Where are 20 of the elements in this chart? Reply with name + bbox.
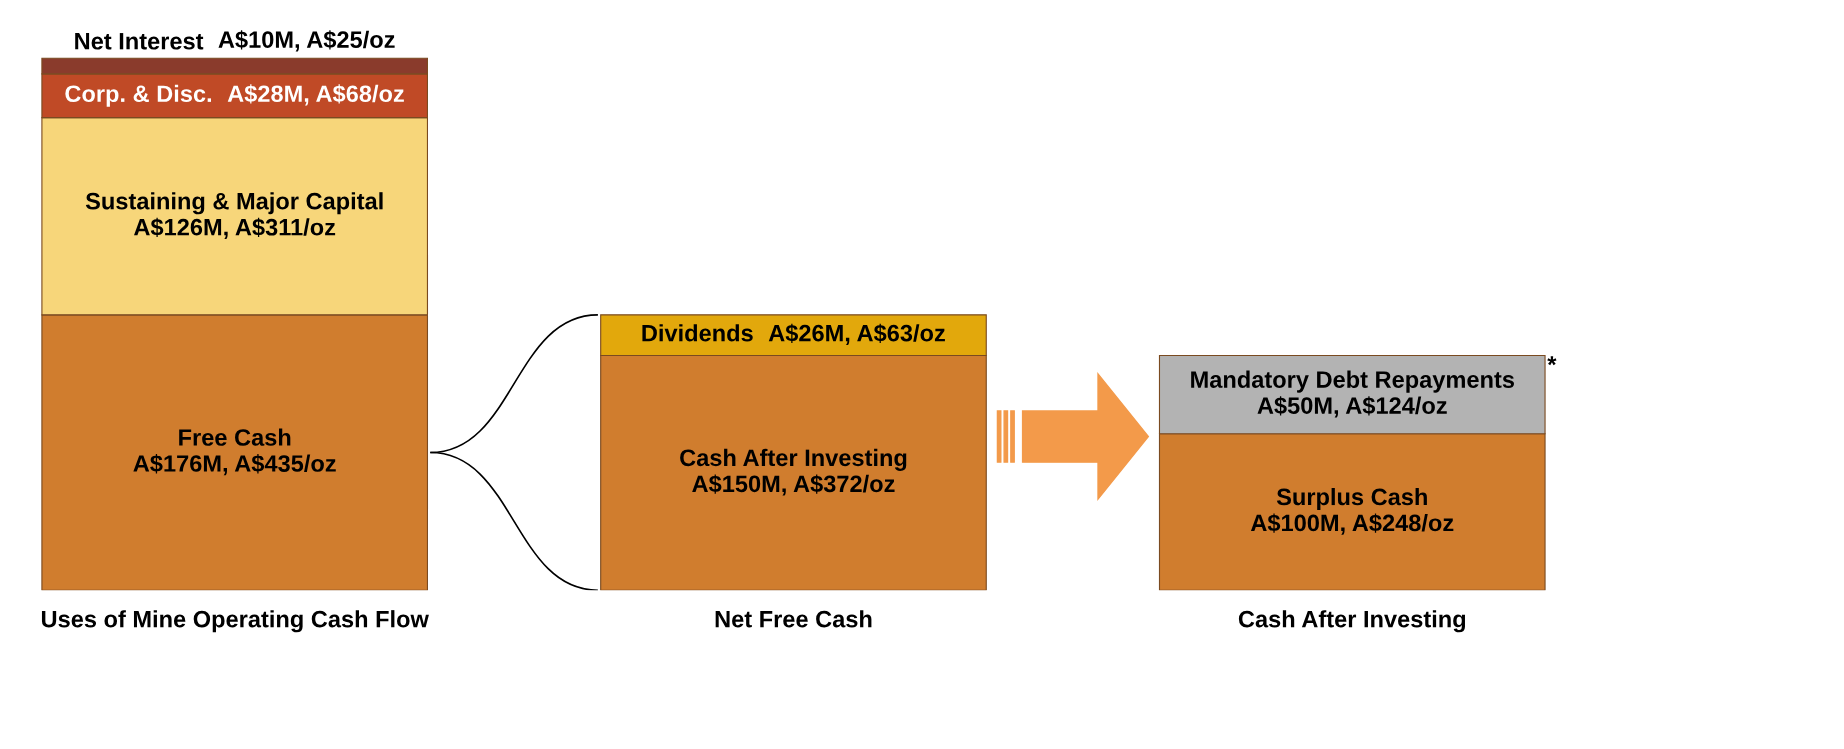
annotation: * — [1547, 356, 1557, 366]
x-tick-label: Uses of Mine Operating Cash Flow — [41, 610, 429, 633]
series-label: Free Cash — [179, 428, 291, 446]
series-label: Sustaining & Major Capital — [85, 192, 383, 215]
data-label: A$100M, A$248/oz — [1250, 513, 1454, 535]
series-label: Net Interest — [75, 33, 204, 50]
data-label: A$10M, A$25/oz — [218, 30, 395, 52]
data-label: A$126M, A$311/oz — [134, 217, 336, 240]
data-label: A$26M, A$63/oz — [768, 323, 945, 345]
data-label: A$50M, A$124/oz — [1257, 396, 1447, 418]
series-label: Cash After Investing — [680, 448, 907, 471]
x-tick-label: Cash After Investing — [1238, 610, 1466, 633]
series-label: Dividends — [642, 324, 753, 342]
x-tick-label: Net Free Cash — [715, 610, 872, 628]
series-label: Surplus Cash — [1276, 487, 1427, 510]
series-label: Corp. & Disc. — [65, 84, 211, 107]
data-label: A$176M, A$435/oz — [133, 454, 336, 476]
data-label: A$28M, A$68/oz — [227, 84, 404, 106]
data-label: A$150M, A$372/oz — [692, 474, 895, 496]
series-label: Mandatory Debt Repayments — [1191, 370, 1514, 393]
